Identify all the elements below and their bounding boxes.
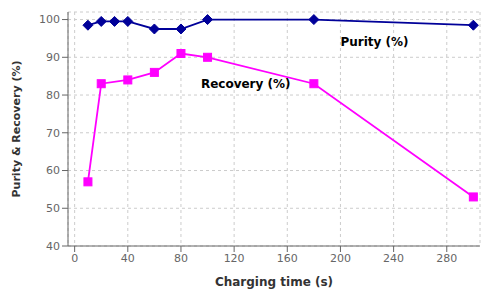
svg-text:280: 280 — [436, 252, 457, 265]
svg-text:120: 120 — [224, 252, 245, 265]
svg-text:70: 70 — [46, 127, 60, 140]
svg-text:60: 60 — [46, 164, 60, 177]
svg-text:Recovery (%): Recovery (%) — [201, 77, 291, 91]
svg-text:50: 50 — [46, 202, 60, 215]
svg-text:80: 80 — [46, 89, 60, 102]
svg-text:100: 100 — [39, 13, 60, 26]
svg-text:Purity & Recovery (%): Purity & Recovery (%) — [10, 61, 23, 198]
svg-text:Purity (%): Purity (%) — [340, 35, 408, 49]
svg-text:200: 200 — [330, 252, 351, 265]
svg-text:80: 80 — [174, 252, 188, 265]
svg-text:160: 160 — [277, 252, 298, 265]
svg-text:0: 0 — [71, 252, 78, 265]
svg-text:240: 240 — [383, 252, 404, 265]
svg-text:Charging time (s): Charging time (s) — [215, 275, 333, 289]
svg-text:90: 90 — [46, 51, 60, 64]
svg-text:40: 40 — [46, 240, 60, 253]
svg-text:40: 40 — [121, 252, 135, 265]
